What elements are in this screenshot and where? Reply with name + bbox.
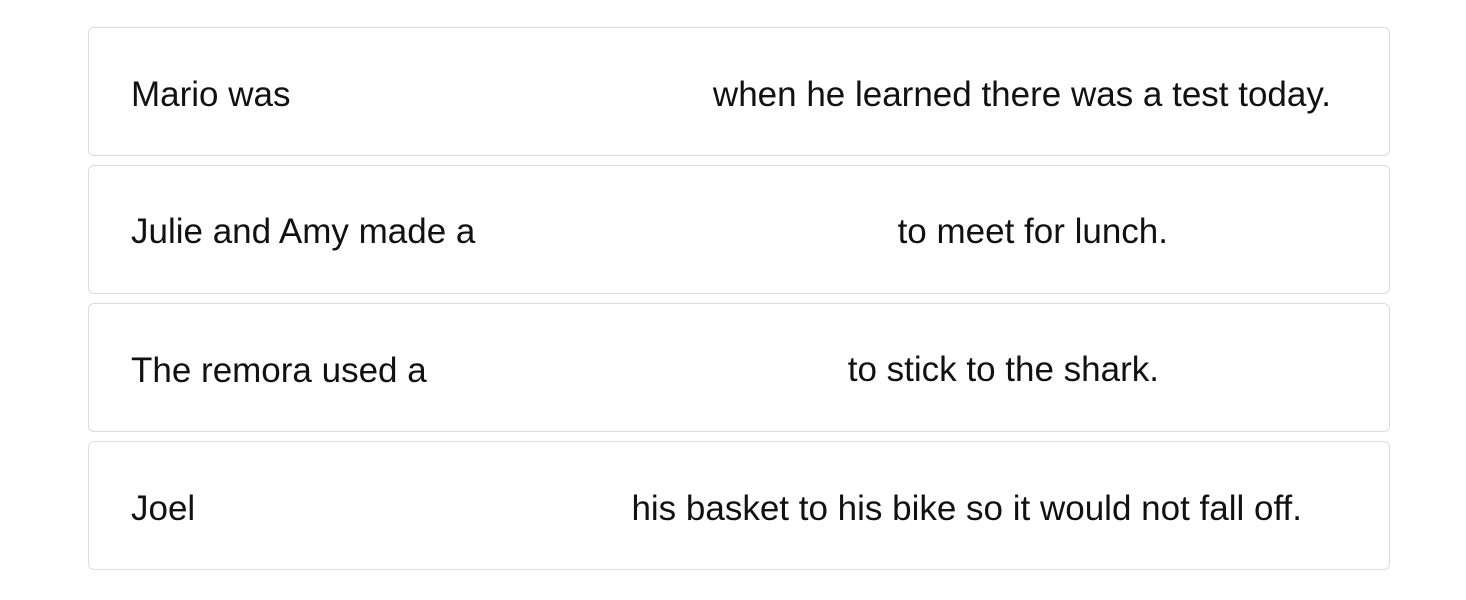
answer-blank[interactable] [309, 58, 704, 124]
sentence-suffix: to stick to the shark. [847, 350, 1159, 389]
sentence-row: Julie and Amy made a to meet for lunch. [88, 165, 1390, 294]
sentence-prefix: The remora used a [131, 351, 427, 390]
sentence-prefix: Julie and Amy made a [131, 212, 476, 251]
sentence-prefix: Mario was [131, 75, 291, 114]
sentence-list: Mario was when he learned there was a te… [88, 27, 1390, 579]
sentence-row: Joel his basket to his bike so it would … [88, 441, 1390, 570]
answer-blank[interactable] [213, 472, 608, 538]
sentence-suffix: to meet for lunch. [897, 212, 1168, 251]
answer-blank[interactable] [493, 196, 883, 262]
answer-blank[interactable] [439, 334, 834, 400]
sentence-prefix: Joel [131, 489, 196, 528]
sentence-suffix: his basket to his bike so it would not f… [631, 489, 1302, 528]
sentence-suffix: when he learned there was a test today. [712, 75, 1331, 114]
sentence-row: Mario was when he learned there was a te… [88, 27, 1390, 156]
sentence-row: The remora used a to stick to the shark. [88, 303, 1390, 432]
